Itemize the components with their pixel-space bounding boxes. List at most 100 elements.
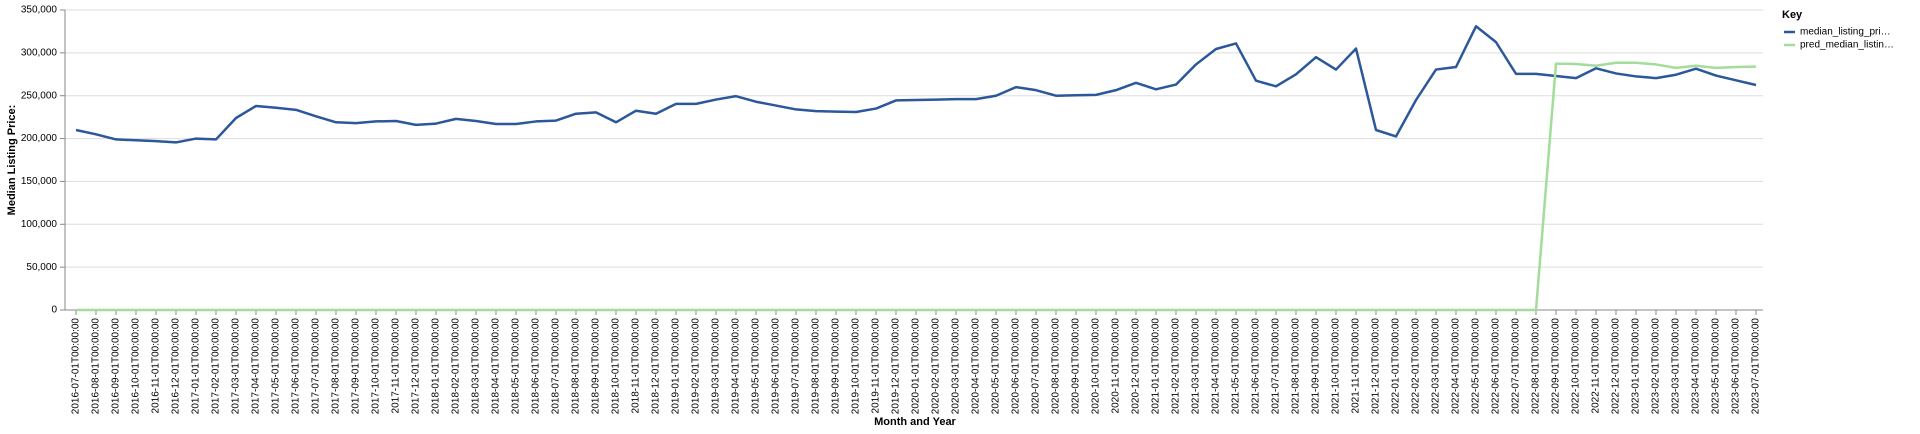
x-tick-label: 2023-01-01T00:00:00: [1631, 318, 1642, 415]
x-tick-label: 2017-09-01T00:00:00: [351, 318, 362, 415]
x-tick-label: 2017-05-01T00:00:00: [271, 318, 282, 415]
x-tick-label: 2018-09-01T00:00:00: [591, 318, 602, 415]
x-tick-label: 2020-07-01T00:00:00: [1031, 318, 1042, 415]
x-tick-label: 2021-12-01T00:00:00: [1371, 318, 1382, 415]
x-tick-label: 2020-08-01T00:00:00: [1051, 318, 1062, 415]
y-tick-label: 350,000: [21, 5, 58, 16]
y-tick-label: 150,000: [21, 176, 58, 187]
y-tick-label: 200,000: [21, 133, 58, 144]
legend-title: Key: [1782, 9, 1803, 21]
x-tick-label: 2020-01-01T00:00:00: [911, 318, 922, 415]
x-tick-label: 2021-06-01T00:00:00: [1251, 318, 1262, 415]
x-tick-label: 2017-03-01T00:00:00: [231, 318, 242, 415]
x-tick-label: 2021-07-01T00:00:00: [1271, 318, 1282, 415]
y-axis-title: Median Listing Price:: [6, 105, 18, 216]
x-tick-label: 2021-01-01T00:00:00: [1151, 318, 1162, 415]
x-tick-label: 2018-11-01T00:00:00: [631, 318, 642, 414]
x-tick-label: 2020-06-01T00:00:00: [1011, 318, 1022, 415]
x-tick-label: 2023-07-01T00:00:00: [1751, 318, 1762, 415]
legend-label: median_listing_pri…: [1800, 27, 1891, 38]
line-series: [76, 61, 1757, 312]
x-tick-label: 2018-02-01T00:00:00: [451, 318, 462, 415]
x-tick-label: 2019-06-01T00:00:00: [771, 318, 782, 415]
x-tick-label: 2020-12-01T00:00:00: [1131, 318, 1142, 415]
x-tick-label: 2022-01-01T00:00:00: [1391, 318, 1402, 415]
x-tick-label: 2017-06-01T00:00:00: [291, 318, 302, 415]
x-tick-label: 2022-12-01T00:00:00: [1611, 318, 1622, 415]
x-tick-label: 2022-04-01T00:00:00: [1451, 318, 1462, 415]
x-tick-label: 2023-02-01T00:00:00: [1651, 318, 1662, 415]
x-tick-label: 2019-01-01T00:00:00: [671, 318, 682, 415]
x-tick-label: 2016-11-01T00:00:00: [151, 318, 162, 414]
x-tick-label: 2022-10-01T00:00:00: [1571, 318, 1582, 415]
x-tick-label: 2017-04-01T00:00:00: [251, 318, 262, 415]
x-tick-label: 2022-11-01T00:00:00: [1591, 318, 1602, 414]
x-tick-label: 2018-06-01T00:00:00: [531, 318, 542, 415]
y-tick-label: 250,000: [21, 90, 58, 101]
x-tick-label: 2018-04-01T00:00:00: [491, 318, 502, 415]
y-tick-label: 100,000: [21, 219, 58, 230]
x-tick-label: 2019-07-01T00:00:00: [791, 318, 802, 415]
x-tick-label: 2017-11-01T00:00:00: [391, 318, 402, 414]
line-series: [75, 25, 1757, 144]
x-tick-label: 2023-05-01T00:00:00: [1711, 318, 1722, 415]
x-tick-label: 2018-05-01T00:00:00: [511, 318, 522, 415]
x-tick-label: 2022-03-01T00:00:00: [1431, 318, 1442, 415]
x-tick-label: 2017-08-01T00:00:00: [331, 318, 342, 415]
x-tick-label: 2020-02-01T00:00:00: [931, 318, 942, 415]
x-tick-label: 2018-08-01T00:00:00: [571, 318, 582, 415]
x-tick-label: 2023-03-01T00:00:00: [1671, 318, 1682, 415]
x-tick-label: 2020-10-01T00:00:00: [1091, 318, 1102, 415]
x-axis-title: Month and Year: [874, 416, 956, 428]
x-tick-label: 2020-09-01T00:00:00: [1071, 318, 1082, 415]
x-tick-label: 2020-11-01T00:00:00: [1111, 318, 1122, 414]
x-tick-label: 2020-05-01T00:00:00: [991, 318, 1002, 415]
legend-label: pred_median_listin…: [1800, 40, 1894, 51]
x-tick-label: 2018-07-01T00:00:00: [551, 318, 562, 415]
x-tick-label: 2019-03-01T00:00:00: [711, 318, 722, 415]
x-tick-label: 2016-12-01T00:00:00: [171, 318, 182, 415]
x-tick-label: 2021-02-01T00:00:00: [1171, 318, 1182, 415]
y-tick-label: 0: [51, 305, 57, 316]
x-tick-label: 2017-01-01T00:00:00: [191, 318, 202, 415]
x-tick-label: 2022-08-01T00:00:00: [1531, 318, 1542, 415]
x-tick-label: 2019-04-01T00:00:00: [731, 318, 742, 415]
x-tick-label: 2019-10-01T00:00:00: [851, 318, 862, 415]
x-tick-label: 2023-06-01T00:00:00: [1731, 318, 1742, 415]
x-tick-label: 2019-09-01T00:00:00: [831, 318, 842, 415]
x-tick-label: 2016-07-01T00:00:00: [71, 318, 82, 415]
x-tick-label: 2019-05-01T00:00:00: [751, 318, 762, 415]
x-tick-label: 2017-10-01T00:00:00: [371, 318, 382, 415]
x-tick-label: 2018-03-01T00:00:00: [471, 318, 482, 415]
x-tick-label: 2019-11-01T00:00:00: [871, 318, 882, 414]
x-tick-label: 2018-12-01T00:00:00: [651, 318, 662, 415]
x-tick-label: 2022-07-01T00:00:00: [1511, 318, 1522, 415]
x-tick-label: 2021-10-01T00:00:00: [1331, 318, 1342, 415]
y-tick-label: 300,000: [21, 47, 58, 58]
x-tick-label: 2022-09-01T00:00:00: [1551, 318, 1562, 415]
x-tick-label: 2021-05-01T00:00:00: [1231, 318, 1242, 415]
x-tick-label: 2019-12-01T00:00:00: [891, 318, 902, 415]
x-tick-label: 2022-02-01T00:00:00: [1411, 318, 1422, 415]
x-tick-label: 2018-01-01T00:00:00: [431, 318, 442, 415]
x-tick-label: 2017-07-01T00:00:00: [311, 318, 322, 415]
x-tick-label: 2018-10-01T00:00:00: [611, 318, 622, 415]
x-tick-label: 2021-04-01T00:00:00: [1211, 318, 1222, 415]
x-tick-label: 2019-08-01T00:00:00: [811, 318, 822, 415]
x-tick-label: 2021-08-01T00:00:00: [1291, 318, 1302, 415]
x-tick-label: 2021-09-01T00:00:00: [1311, 318, 1322, 415]
x-tick-label: 2017-02-01T00:00:00: [211, 318, 222, 415]
y-tick-label: 50,000: [26, 262, 57, 273]
x-tick-label: 2016-10-01T00:00:00: [131, 318, 142, 415]
x-tick-label: 2016-09-01T00:00:00: [111, 318, 122, 415]
x-tick-label: 2020-04-01T00:00:00: [971, 318, 982, 415]
x-tick-label: 2022-05-01T00:00:00: [1471, 318, 1482, 415]
x-tick-label: 2016-08-01T00:00:00: [91, 318, 102, 415]
x-tick-label: 2021-11-01T00:00:00: [1351, 318, 1362, 414]
x-tick-label: 2020-03-01T00:00:00: [951, 318, 962, 415]
x-tick-label: 2023-04-01T00:00:00: [1691, 318, 1702, 415]
x-tick-label: 2022-06-01T00:00:00: [1491, 318, 1502, 415]
x-tick-label: 2021-03-01T00:00:00: [1191, 318, 1202, 415]
x-tick-label: 2019-02-01T00:00:00: [691, 318, 702, 415]
